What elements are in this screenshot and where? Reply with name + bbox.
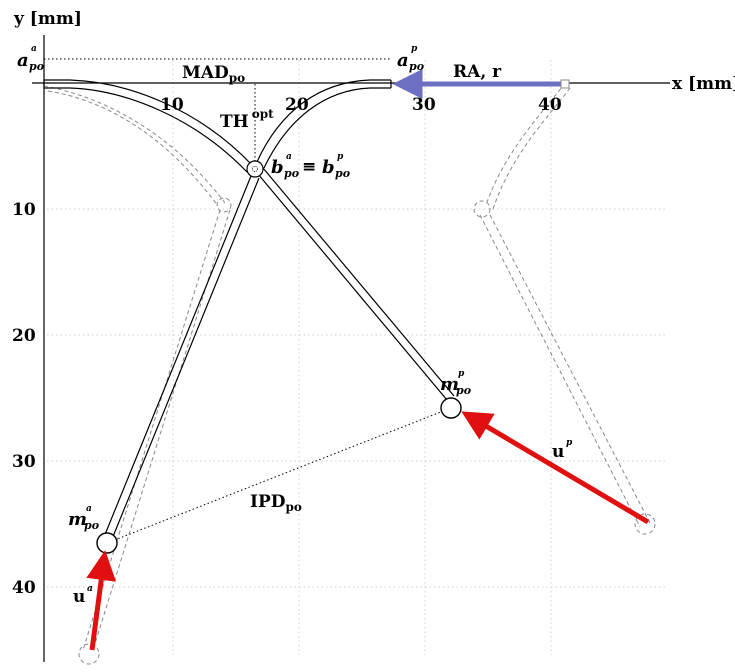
svg-text:a: a [286,152,292,162]
svg-text:po: po [284,167,299,180]
svg-text:p: p [458,369,465,379]
posterior-link [257,167,455,401]
a-ant-label: a a po [17,44,44,73]
u-ant-label: u a [73,584,93,607]
svg-text:a: a [87,584,93,594]
svg-text:a: a [397,50,409,71]
svg-text:b: b [322,157,335,178]
svg-text:po: po [335,167,350,180]
svg-text:a: a [17,50,29,71]
ghost-configuration [43,82,656,665]
ghost-post-point [634,513,656,535]
anterior-link [103,175,260,540]
joint-m-post [440,397,462,419]
joint-b-inner [252,166,258,172]
svg-text:po: po [29,60,44,73]
svg-text:a: a [31,44,37,54]
ghost-joint-left [216,197,232,213]
u-post-label: u p [552,438,573,462]
mad-label: MADpo [182,63,245,85]
a-post-label: a p po [397,44,424,73]
ra-arrow-tail [560,79,570,89]
svg-text:a: a [86,504,92,514]
svg-text:p: p [566,438,573,448]
svg-text:u: u [552,442,564,462]
x-axis-label: x [mm] [672,74,735,94]
anterior-curve [43,79,254,173]
ipd-label: IPDpo [250,492,302,514]
y-tick-10: 10 [12,200,36,220]
b-label: b a po ≡ b p po [271,152,350,180]
ghost-ant-point [78,643,100,665]
svg-text:po: po [84,519,99,532]
svg-text:≡: ≡ [302,157,316,177]
x-tick-40: 40 [538,95,562,115]
svg-text:m: m [440,374,459,395]
m-ant-label: m a po [68,504,99,532]
ghost-joint-right [473,200,491,218]
y-axis-label: y [mm] [13,9,82,29]
u-post-arrow [461,411,650,525]
svg-text:po: po [456,384,471,397]
posterior-curve [255,79,392,169]
svg-text:u: u [73,587,85,607]
helper-lines [44,58,452,544]
x-tick-30: 30 [412,95,436,115]
ra-label: RA, r [453,62,502,82]
x-tick-20: 20 [285,95,309,115]
svg-text:po: po [409,60,424,73]
th-label: TH opt [220,107,274,132]
joint-b [246,160,264,178]
svg-text:p: p [337,152,344,162]
axes [32,35,670,662]
x-tick-10: 10 [160,95,184,115]
m-post-label: m p po [440,369,471,397]
grid [47,60,665,655]
y-tick-20: 20 [12,326,36,346]
svg-text:b: b [271,157,284,178]
y-tick-40: 40 [12,578,36,598]
y-tick-30: 30 [12,452,36,472]
svg-text:p: p [411,44,418,54]
joint-m-ant [96,532,118,554]
u-ant-arrow [86,550,117,651]
svg-text:m: m [68,509,87,530]
ipd-line [106,407,452,544]
